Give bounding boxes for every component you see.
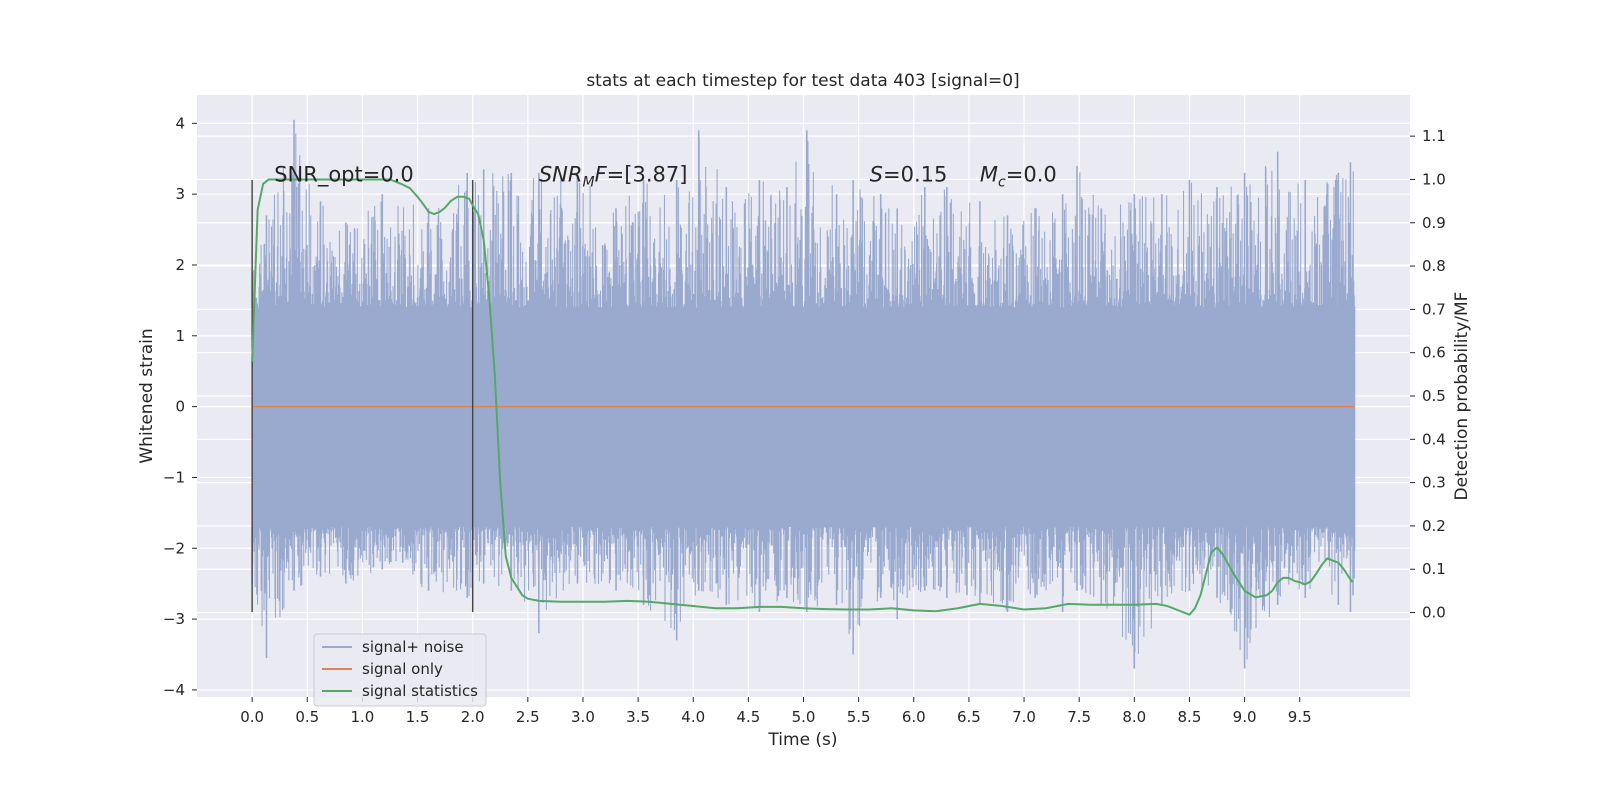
x-tick-label: 6.0 xyxy=(902,708,926,726)
signal-noise-series xyxy=(251,119,1356,669)
x-axis-label: Time (s) xyxy=(767,730,837,750)
y-right-tick-label: 0.8 xyxy=(1422,257,1446,275)
annotation-part: =[3.87] xyxy=(607,162,688,186)
annotation: SNR_opt=0.0 xyxy=(274,162,414,187)
annotation: S=0.15 xyxy=(870,162,948,186)
x-tick-label: 5.0 xyxy=(792,708,816,726)
x-tick-label: 1.5 xyxy=(406,708,430,726)
y-tick-label: 2 xyxy=(175,256,185,274)
x-tick-label: 2.5 xyxy=(516,708,540,726)
y-right-tick-label: 0.3 xyxy=(1422,474,1446,492)
x-tick-label: 4.5 xyxy=(736,708,760,726)
y-right-tick-label: 1.0 xyxy=(1422,170,1446,188)
y-right-tick-label: 0.6 xyxy=(1422,344,1446,362)
y-tick-label: 0 xyxy=(175,398,185,416)
signal-statistics-series xyxy=(251,178,1354,616)
y-right-tick-label: 0.5 xyxy=(1422,387,1446,405)
y-tick-label: −3 xyxy=(163,610,185,628)
signal-statistics-line xyxy=(251,178,1354,616)
x-tick-label: 6.5 xyxy=(957,708,981,726)
y-right-tick-label: 0.4 xyxy=(1422,430,1446,448)
x-tick-label: 2.0 xyxy=(461,708,485,726)
annotation-part: SNR xyxy=(539,162,583,186)
y-right-tick-label: 0.2 xyxy=(1422,517,1446,535)
axis-ticks: 0.0 0.5 1.0 1.5 2.0 2.5 3.0 3.5 4.0 4.5 5.0 5.5 6.0 6… xyxy=(163,114,1446,726)
annotation-part: F xyxy=(595,162,608,186)
y-right-tick-label: 1.1 xyxy=(1422,127,1446,145)
annotation: Mc=0.0 xyxy=(980,162,1057,190)
chart-title: stats at each timestep for test data 403… xyxy=(586,71,1019,91)
annotation-part: M xyxy=(582,174,594,190)
x-tick-label: 7.0 xyxy=(1012,708,1036,726)
x-tick-label: 9.5 xyxy=(1288,708,1312,726)
legend-entry: signal+ noise xyxy=(362,638,464,656)
y-tick-label: 3 xyxy=(175,185,185,203)
y-axis-label-right: Detection probability/MF xyxy=(1452,292,1472,501)
x-tick-label: 0.0 xyxy=(240,708,264,726)
legend-entry: signal statistics xyxy=(362,682,478,700)
y-tick-label: −1 xyxy=(163,468,185,486)
annotation-part: SNR_opt=0.0 xyxy=(274,162,414,187)
annotation-part: c xyxy=(998,174,1006,190)
y-tick-label: 4 xyxy=(175,114,185,132)
annotation-part: S xyxy=(870,162,883,186)
x-tick-label: 0.5 xyxy=(295,708,319,726)
x-tick-label: 3.0 xyxy=(571,708,595,726)
x-tick-label: 8.5 xyxy=(1178,708,1202,726)
y-right-tick-label: 0.0 xyxy=(1422,604,1446,622)
x-tick-label: 5.5 xyxy=(847,708,871,726)
annotations: SNR_opt=0.0 SNRMF=[3.87] S=0.15 Mc=0.0 xyxy=(274,162,1057,190)
y-right-tick-label: 0.1 xyxy=(1422,560,1446,578)
x-tick-label: 3.5 xyxy=(626,708,650,726)
legend: signal+ noise signal only signal statistic… xyxy=(313,633,487,707)
x-tick-label: 9.0 xyxy=(1233,708,1257,726)
annotation: SNRMF=[3.87] xyxy=(539,162,688,190)
x-tick-label: 1.0 xyxy=(350,708,374,726)
annotation-part: =0.0 xyxy=(1006,162,1057,186)
legend-box xyxy=(313,633,487,707)
y-axis-label: Whitened strain xyxy=(137,328,157,463)
x-tick-label: 7.5 xyxy=(1067,708,1091,726)
legend-entry: signal only xyxy=(362,660,443,678)
y-right-tick-label: 0.7 xyxy=(1422,300,1446,318)
x-tick-label: 4.0 xyxy=(681,708,705,726)
annotation-part: M xyxy=(980,162,998,186)
y-right-tick-label: 0.9 xyxy=(1422,214,1446,232)
y-tick-label: −4 xyxy=(163,681,185,699)
vertical-markers xyxy=(251,179,474,613)
y-tick-label: 1 xyxy=(175,327,185,345)
annotation-part: =0.15 xyxy=(883,162,947,186)
y-tick-label: −2 xyxy=(163,539,185,557)
x-tick-label: 8.0 xyxy=(1122,708,1146,726)
